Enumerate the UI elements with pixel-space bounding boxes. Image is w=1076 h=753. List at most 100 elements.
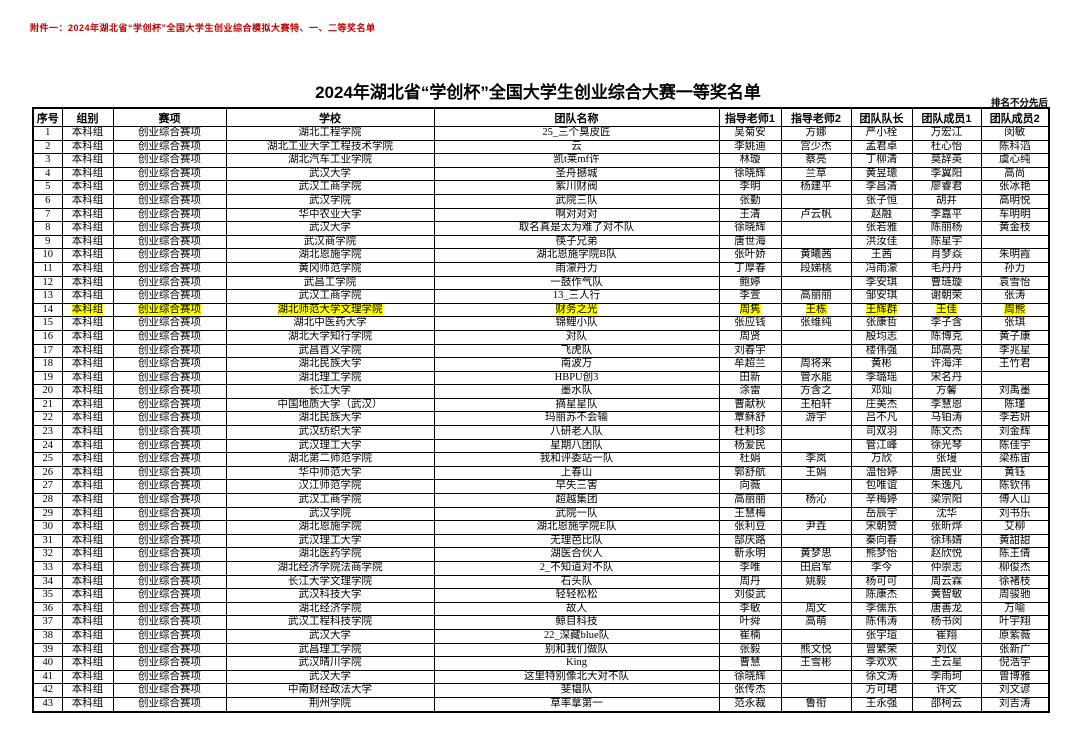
cell-advisor1: 李敏 [718, 601, 782, 617]
cell-group: 本科组 [61, 574, 114, 590]
cell-group: 本科组 [61, 628, 114, 644]
cell-team: 斐韫队 [433, 683, 720, 698]
highlighted-text: 周隽 [739, 303, 761, 315]
cell-event: 创业综合赛项 [112, 411, 227, 427]
table-row: 13 本科组 创业综合赛项 武汉工商学院 13_三人行 李萱 高丽丽 邹安琪 谢朝荣 张涛 [32, 289, 1050, 304]
cell-member1: 李子含 [911, 316, 982, 331]
cell-team: HBPU创3 [433, 370, 720, 386]
cell-advisor2: 高丽丽 [780, 289, 852, 304]
cell-captain: 楼伟强 [850, 343, 913, 359]
cell-member1: 邱高亮 [911, 343, 982, 359]
cell-member2: 叶宇翔 [980, 615, 1050, 630]
cell-no: 31 [32, 533, 63, 549]
cell-advisor1: 杜利珍 [718, 425, 782, 440]
cell-group: 本科组 [61, 207, 114, 223]
cell-captain: 岳辰宇 [850, 506, 913, 522]
table-row: 23 本科组 创业综合赛项 武汉纺织大学 八研老人队 杜利珍 司双羽 陈文杰 刘金辉 [32, 425, 1050, 440]
cell-school: 武汉工商学院 [225, 180, 435, 195]
table-row: 16 本科组 创业综合赛项 湖北大学知行学院 对队 周贤 殷均志 陈博克 黄子康 [32, 329, 1050, 345]
cell-no: 30 [32, 520, 63, 535]
highlighted-text: 王辉群 [865, 303, 898, 315]
cell-advisor1: 刘俊武 [718, 588, 782, 603]
cell-no: 1 [32, 126, 63, 141]
highlighted-text: 王栋 [805, 303, 827, 315]
cell-team: 别和我们做队 [433, 642, 720, 658]
cell-advisor1: 李萱 [718, 289, 782, 304]
cell-team: 飞虎队 [433, 343, 720, 359]
cell-advisor1: 向薇 [718, 479, 782, 495]
cell-team: 上春山 [433, 465, 720, 481]
cell-captain: 包唯谊 [850, 479, 913, 495]
table-row: 15 本科组 创业综合赛项 湖北中医药大学 锦鲤小队 张应钱 张维纯 张康哲 李子含 张琪 [32, 316, 1050, 331]
cell-school: 武汉晴川学院 [225, 656, 435, 671]
cell-advisor2: 宫少杰 [780, 139, 852, 155]
cell-school: 武昌首义学院 [225, 343, 435, 359]
cell-member1: 李翼阳 [911, 166, 982, 182]
highlighted-text: 财务之光 [555, 303, 598, 315]
cell-member2: 李兆星 [980, 343, 1050, 359]
cell-event: 创业综合赛项 [112, 533, 227, 549]
header-cell-advisor1: 指导老师1 [718, 107, 782, 127]
cell-team: 无理芭比队 [433, 533, 720, 549]
cell-team: 故人 [433, 601, 720, 617]
cell-event: 创业综合赛项 [112, 547, 227, 562]
table-row: 39 本科组 创业综合赛项 武昌理工学院 别和我们做队 张毅 熊文悦 曾繁荣 刘仪 张新广 [32, 642, 1050, 658]
table-row: 25 本科组 创业综合赛项 湖北第二师范学院 我和评委站一队 杜娟 李岚 万欣 张墁 梁栋宙 [32, 452, 1050, 467]
cell-member2: 高尚 [980, 166, 1050, 182]
cell-member1: 朱逸凡 [911, 479, 982, 495]
cell-advisor1: 张叶娇 [718, 248, 782, 263]
cell-member2: 黄钰 [980, 465, 1050, 481]
cell-advisor2 [780, 329, 852, 345]
cell-event: 创业综合赛项 [112, 275, 227, 291]
cell-group: 本科组 [61, 153, 114, 168]
cell-advisor2: 卢云帆 [780, 207, 852, 223]
cell-advisor2: 高萌 [780, 615, 852, 630]
header-cell-event: 赛项 [112, 107, 227, 127]
cell-advisor2: 黄梦思 [780, 547, 852, 562]
cell-team: 凯t莱mf许 [433, 153, 720, 168]
cell-captain: 张宇瑄 [850, 628, 913, 644]
cell-team: 草率拿第一 [433, 696, 720, 713]
cell-event: 创业综合赛项 [112, 289, 227, 304]
cell-advisor2: 王雪彬 [780, 656, 852, 671]
cell-event: 创业综合赛项 [112, 479, 227, 495]
cell-member2: 张新广 [980, 642, 1050, 658]
cell-advisor2 [780, 669, 852, 685]
cell-group: 本科组 [61, 465, 114, 481]
cell-advisor2 [780, 234, 852, 250]
cell-event: 创业综合赛项 [112, 153, 227, 168]
cell-school: 武汉大学 [225, 669, 435, 685]
cell-member1: 黄智敏 [911, 588, 982, 603]
cell-advisor2 [780, 425, 852, 440]
cell-advisor2: 游宇 [780, 411, 852, 427]
cell-member2: 黄金枝 [980, 221, 1050, 236]
cell-advisor2 [780, 506, 852, 522]
cell-group: 本科组 [61, 316, 114, 331]
cell-advisor1: 曹献秋 [718, 397, 782, 413]
cell-no: 28 [32, 493, 63, 508]
cell-member1: 李雨珂 [911, 669, 982, 685]
cell-member1: 唐民业 [911, 465, 982, 481]
header-cell-advisor2: 指导老师2 [780, 107, 852, 127]
cell-event: 创业综合赛项 [112, 343, 227, 359]
cell-advisor2: 周将来 [780, 357, 852, 372]
cell-event: 创业综合赛项 [112, 574, 227, 590]
cell-member2: 王竹君 [980, 357, 1050, 372]
cell-advisor2 [780, 533, 852, 549]
cell-group: 本科组 [61, 656, 114, 671]
cell-no: 26 [32, 465, 63, 481]
table-row: 4 本科组 创业综合赛项 武汉大学 圣舟撼城 徐晓辉 兰草 黄昱璁 李翼阳 高尚 [32, 166, 1050, 182]
cell-advisor1: 张毅 [718, 642, 782, 658]
table-row: 37 本科组 创业综合赛项 武汉工程科技学院 鲸目科技 叶舜 高萌 陈伟涛 杨书闵 叶宇翔 [32, 615, 1050, 630]
cell-captain: 赵融 [850, 207, 913, 223]
cell-member2: 袁雪怡 [980, 275, 1050, 291]
cell-school: 武汉工商学院 [225, 289, 435, 304]
cell-advisor1: 王慧梅 [718, 506, 782, 522]
cell-no: 35 [32, 588, 63, 603]
cell-team: 鲸目科技 [433, 615, 720, 630]
cell-no: 34 [32, 574, 63, 590]
cell-advisor1: 吴菊安 [718, 126, 782, 141]
highlighted-text: 本科组 [71, 303, 104, 315]
cell-team: 锦鲤小队 [433, 316, 720, 331]
cell-member1: 杜心怡 [911, 139, 982, 155]
